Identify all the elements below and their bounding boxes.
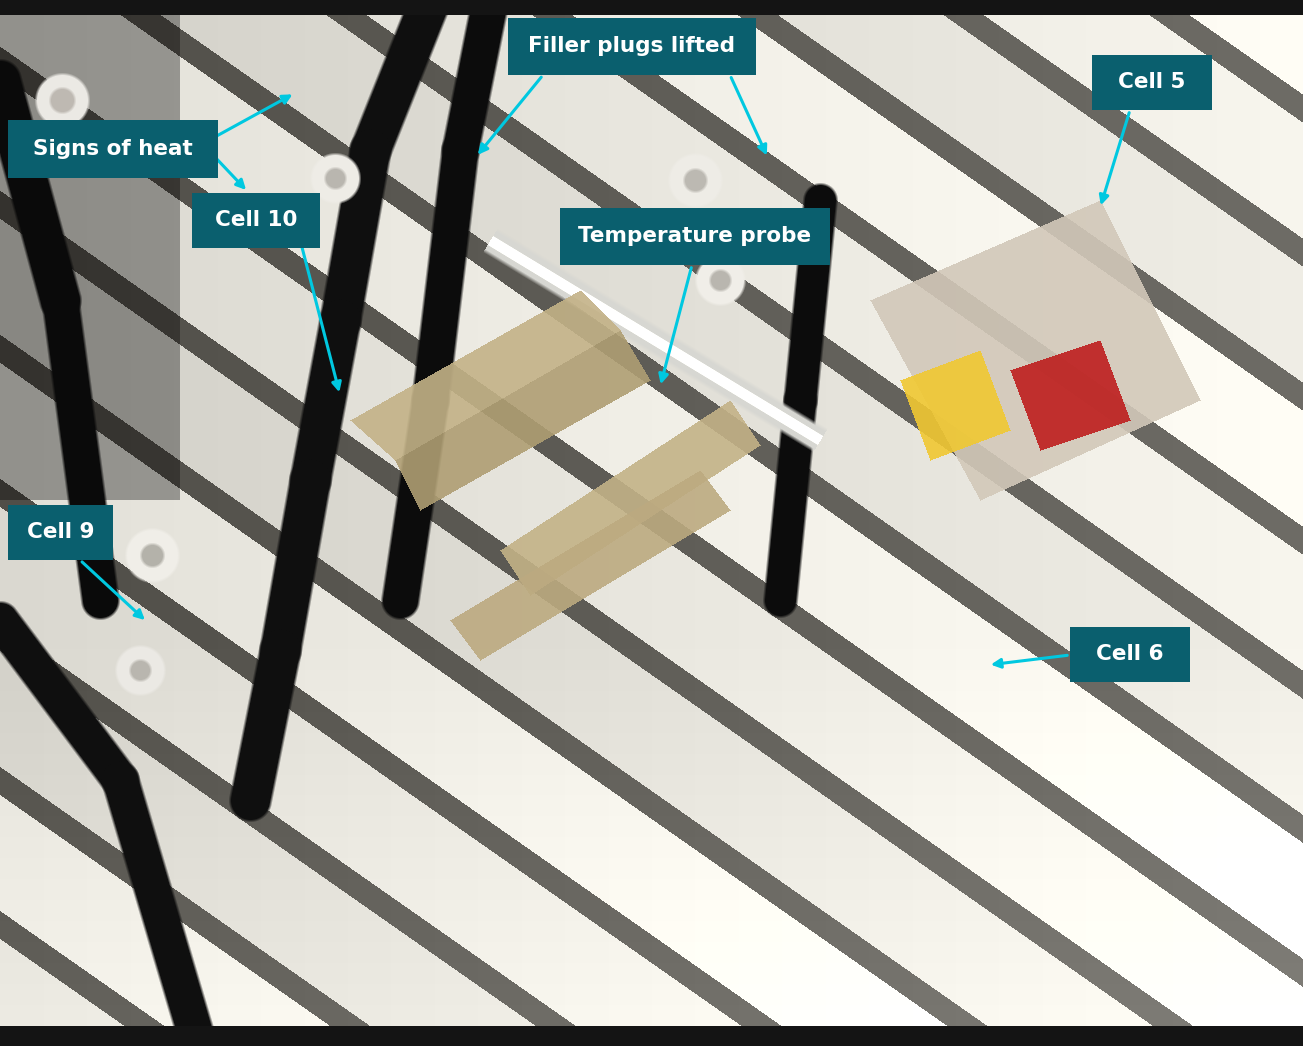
Text: Filler plugs lifted: Filler plugs lifted [529,37,735,56]
Bar [508,18,756,75]
Text: Cell 5: Cell 5 [1118,72,1186,92]
Bar [8,505,113,560]
Text: Cell 10: Cell 10 [215,210,297,230]
Bar [8,120,218,178]
Bar [1092,55,1212,110]
Bar [1070,627,1190,682]
Text: Temperature probe: Temperature probe [579,227,812,247]
Text: Cell 9: Cell 9 [27,523,94,543]
Bar [560,208,830,265]
Text: Cell 6: Cell 6 [1096,644,1164,664]
Bar [192,194,321,248]
Text: Signs of heat: Signs of heat [33,139,193,159]
